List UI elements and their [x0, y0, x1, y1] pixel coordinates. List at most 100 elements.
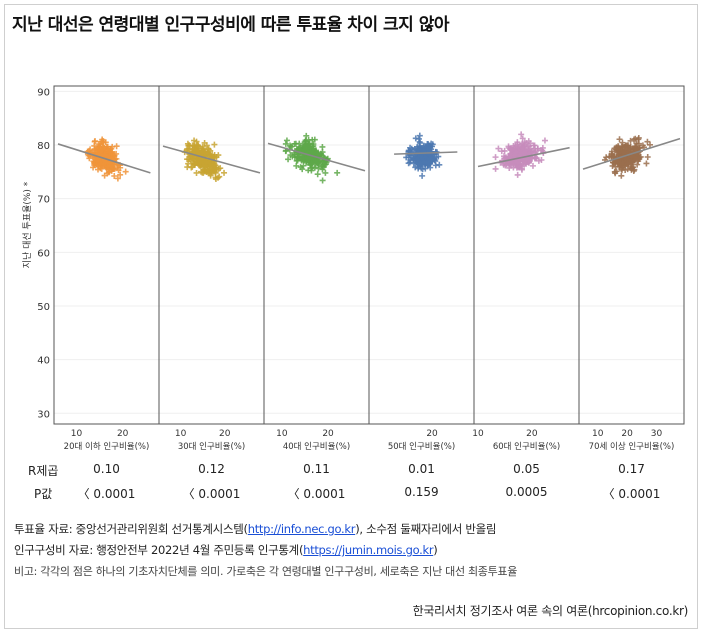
scatter-point [106, 168, 113, 175]
scatter-point [304, 154, 311, 161]
scatter-point [186, 142, 193, 149]
scatter-point [288, 143, 295, 150]
x-axis-label: 40대 인구비율(%) [283, 441, 350, 452]
scatter-point [630, 168, 637, 175]
y-tick-label: 90 [37, 87, 50, 98]
panel-border [263, 85, 370, 425]
scatter-point [207, 172, 214, 179]
trend-line [57, 143, 151, 174]
y-tick-label: 80 [37, 141, 50, 152]
x-tick-label: 20 [526, 429, 538, 439]
nec-link[interactable]: http://info.nec.go.kr [247, 522, 356, 536]
scatter-point [303, 132, 310, 139]
scatter-point [113, 143, 120, 150]
scatter-point [114, 175, 121, 182]
trend-line [394, 151, 458, 155]
scatter-point [101, 172, 108, 179]
scatter-point [199, 150, 206, 157]
scatter-point [428, 140, 435, 147]
note-text: 비고: 각각의 점은 하나의 기초자치단체를 의미. 가로축은 각 연령대별 인… [14, 565, 518, 578]
scatter-point [312, 157, 319, 164]
population-source-text: 인구구성비 자료: 행정안전부 2022년 4월 주민등록 인구통계( [14, 543, 304, 557]
scatter-point [514, 171, 521, 178]
scatter-point [309, 136, 316, 143]
scatter-point [203, 142, 210, 149]
scatter-point [526, 157, 533, 164]
panel-border [158, 85, 265, 425]
scatter-point [644, 138, 651, 145]
scatter-point [519, 135, 526, 142]
x-axis-label: 50대 인구비율(%) [388, 441, 455, 452]
scatter-point [507, 145, 514, 152]
scatter-point [285, 156, 292, 163]
scatter-point [492, 154, 499, 161]
scatter-point [297, 164, 304, 171]
scatter-point [512, 142, 519, 149]
scatter-point [613, 144, 620, 151]
scatter-point [98, 147, 105, 154]
r2-value: 0.11 [303, 462, 330, 476]
scatter-point [535, 157, 542, 164]
scatter-point [416, 132, 423, 139]
scatter-point [193, 169, 200, 176]
scatter-point [518, 131, 525, 138]
x-axis-label: 60대 인구비율(%) [493, 441, 560, 452]
scatter-point [319, 149, 326, 156]
scatter-point [419, 172, 426, 179]
scatter-point [521, 141, 528, 148]
mois-link[interactable]: https://jumin.mois.go.kr [303, 543, 434, 557]
scatter-point [319, 177, 326, 184]
scatter-point [414, 156, 421, 163]
scatter-point [100, 137, 107, 144]
turnout-source-suffix: ), 소수점 둘째자리에서 반올림 [355, 522, 497, 536]
scatter-point [216, 173, 223, 180]
p-value: 0.159 [404, 485, 439, 499]
turnout-source-text: 투표율 자료: 중앙선거관리위원회 선거통계시스템( [14, 522, 248, 536]
scatter-point [282, 140, 289, 147]
population-source-suffix: ) [433, 543, 438, 557]
x-tick-label: 20 [426, 429, 438, 439]
scatter-point [521, 149, 528, 156]
scatter-point [98, 165, 105, 172]
scatter-point [422, 154, 429, 161]
scatter-point [283, 137, 290, 144]
scatter-point [122, 168, 129, 175]
scatter-point [621, 143, 628, 150]
panel-border [473, 85, 580, 425]
chart-title: 지난 대선은 연령대별 인구구성비에 따른 투표율 차이 크지 않아 [12, 15, 450, 35]
scatter-point [115, 167, 122, 174]
scatter-point [106, 149, 113, 156]
x-tick-label: 10 [472, 429, 484, 439]
y-tick-label: 60 [37, 248, 50, 259]
scatter-point [211, 161, 218, 168]
scatter-point [643, 160, 650, 167]
scatter-point [211, 141, 218, 148]
scatter-point [87, 146, 94, 153]
credit-text: 한국리서치 정기조사 여론 속의 여론(hrcopinion.co.kr) [412, 604, 689, 618]
scatter-point [91, 160, 98, 167]
scatter-point [644, 154, 651, 161]
scatter-point [618, 165, 625, 172]
p-label: P값 [34, 487, 53, 501]
scatter-point [412, 135, 419, 142]
x-axis-label: 30대 인구비율(%) [178, 441, 245, 452]
y-tick-label: 70 [37, 195, 50, 206]
scatter-point [498, 148, 505, 155]
scatter-point [198, 168, 205, 175]
scatter-point [185, 160, 192, 167]
scatter-point [495, 145, 502, 152]
scatter-point [647, 141, 654, 148]
scatter-point [319, 163, 326, 170]
scatter-point [293, 162, 300, 169]
r2-value: 0.10 [93, 462, 120, 476]
scatter-point [95, 141, 102, 148]
x-tick-label: 10 [592, 429, 604, 439]
panel-border [578, 85, 685, 425]
scatter-point [202, 163, 209, 170]
scatter-point [322, 169, 329, 176]
scatter-point [302, 138, 309, 145]
y-tick-label: 40 [37, 356, 50, 367]
scatter-point [606, 153, 613, 160]
scatter-point [620, 148, 627, 155]
x-tick-label: 20 [117, 429, 129, 439]
